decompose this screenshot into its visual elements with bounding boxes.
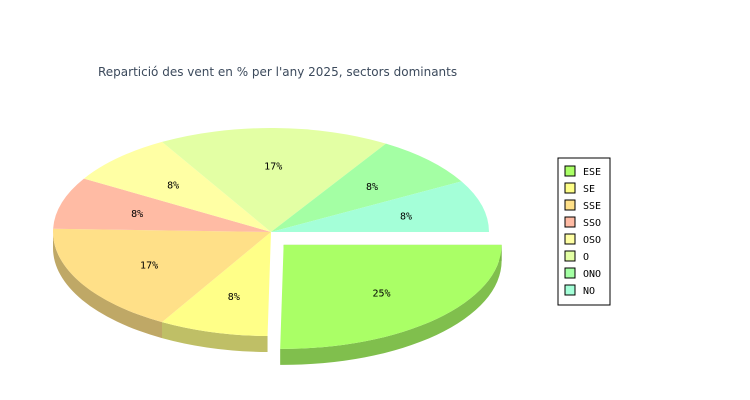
pie-data-label-no: 8% — [400, 211, 412, 222]
pie-data-label-oso: 8% — [167, 181, 179, 192]
legend-label-no: NO — [583, 286, 595, 297]
pie-slice-sso — [53, 178, 271, 232]
legend-box — [557, 157, 611, 306]
pie-labels-layer: 25% 8% 17% 8% 8% 17% 8% 8% — [131, 161, 412, 303]
pie-side-se — [162, 322, 268, 352]
pie-top-layer — [53, 128, 502, 349]
legend-swatch-o — [564, 250, 576, 262]
legend-swatch-sso — [564, 216, 576, 228]
pie-data-label-se: 8% — [228, 292, 240, 303]
pie-slice-o — [162, 128, 386, 232]
pie-data-label-o: 17% — [264, 161, 282, 172]
chart-title: Repartició des vent en % per l'any 2025,… — [98, 65, 457, 79]
pie-slice-no — [271, 181, 489, 232]
pie-slice-ese — [280, 244, 502, 349]
legend: ESE SE SSE SSO OSO O ONO NO — [557, 157, 611, 306]
legend-label-o: O — [583, 252, 589, 263]
pie-slice-oso — [83, 141, 271, 232]
legend-label-se: SE — [583, 184, 595, 195]
pie-slice-se — [162, 232, 271, 336]
pie-side-sse — [53, 232, 162, 339]
legend-label-ese: ESE — [583, 167, 601, 178]
legend-swatch-sse — [564, 199, 576, 211]
legend-label-sse: SSE — [583, 201, 601, 212]
legend-swatch-oso — [564, 233, 576, 245]
pie-data-label-sso: 8% — [131, 209, 143, 220]
pie-slice-ono — [271, 143, 462, 232]
legend-label-sso: SSO — [583, 218, 601, 229]
pie-data-label-sse: 17% — [140, 260, 158, 271]
pie-side-ese — [280, 244, 502, 365]
legend-swatch-ono — [564, 267, 576, 279]
legend-swatch-ese — [564, 165, 576, 177]
pie-slice-sse — [53, 228, 271, 323]
pie-data-label-ono: 8% — [366, 182, 378, 193]
pie-data-label-ese: 25% — [372, 288, 390, 299]
legend-label-oso: OSO — [583, 235, 601, 246]
legend-swatch-se — [564, 182, 576, 194]
legend-swatch-no — [564, 284, 576, 296]
legend-label-ono: ONO — [583, 269, 601, 280]
